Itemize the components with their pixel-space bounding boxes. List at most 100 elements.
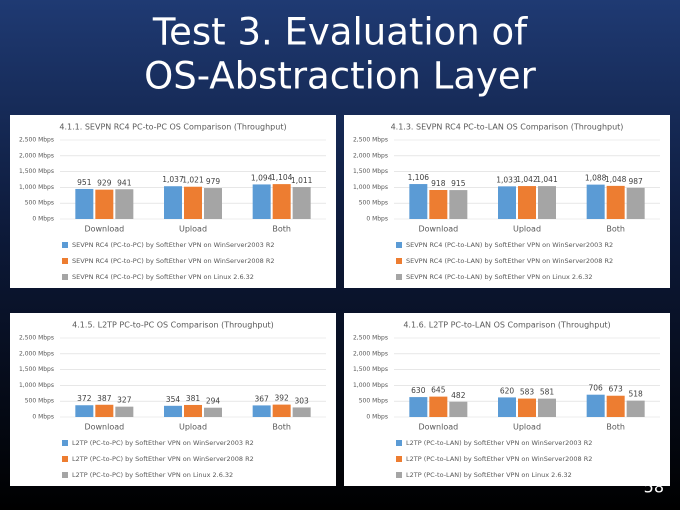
data-label: 303 — [295, 396, 310, 405]
data-label: 372 — [77, 394, 92, 403]
legend-label: SEVPN RC4 (PC-to-LAN) by SoftEther VPN o… — [406, 257, 613, 265]
data-label: 1,106 — [408, 173, 430, 182]
chart-title: 4.1.5. L2TP PC-to-PC OS Comparison (Thro… — [72, 321, 274, 330]
y-tick-label: 2,000 Mbps — [19, 350, 54, 357]
bar — [292, 187, 311, 219]
bar — [95, 404, 114, 417]
x-tick-label: Both — [606, 225, 625, 234]
bar — [409, 397, 428, 417]
bar — [518, 398, 536, 417]
x-tick-label: Upload — [513, 225, 541, 234]
legend-label: SEVPN RC4 (PC-to-PC) by SoftEther VPN on… — [72, 257, 274, 265]
y-tick-label: 1,500 Mbps — [19, 168, 54, 175]
data-label: 581 — [540, 388, 555, 397]
chart-title: 4.1.1. SEVPN RC4 PC-to-PC OS Comparison … — [59, 123, 286, 132]
chart-panel: 4.1.6. L2TP PC-to-LAN OS Comparison (Thr… — [344, 313, 670, 486]
legend-swatch — [396, 274, 402, 280]
x-tick-label: Download — [84, 225, 124, 234]
y-tick-label: 2,500 Mbps — [353, 137, 388, 144]
data-label: 1,104 — [271, 173, 293, 182]
chart-panel: 4.1.1. SEVPN RC4 PC-to-PC OS Comparison … — [10, 115, 336, 288]
chart-panel: 4.1.3. SEVPN RC4 PC-to-LAN OS Comparison… — [344, 115, 670, 288]
data-label: 645 — [431, 386, 446, 395]
bar — [164, 186, 182, 219]
data-label: 1,048 — [605, 175, 627, 184]
y-tick-label: 0 Mbps — [32, 414, 54, 421]
data-label: 482 — [451, 391, 466, 400]
y-tick-label: 2,500 Mbps — [19, 137, 54, 144]
bar — [292, 407, 311, 417]
bar — [272, 404, 291, 417]
bar — [252, 405, 271, 417]
data-label: 1,041 — [536, 175, 558, 184]
data-label: 392 — [275, 394, 290, 403]
x-tick-label: Download — [418, 423, 458, 432]
legend-label: SEVPN RC4 (PC-to-LAN) by SoftEther VPN o… — [406, 241, 613, 249]
bar — [518, 186, 536, 219]
y-tick-label: 1,000 Mbps — [353, 184, 388, 191]
bar — [204, 407, 222, 417]
y-tick-label: 2,000 Mbps — [353, 152, 388, 159]
data-label: 1,011 — [291, 176, 313, 185]
legend-swatch — [396, 440, 402, 446]
legend-swatch — [62, 242, 68, 248]
x-tick-label: Download — [418, 225, 458, 234]
legend-swatch — [62, 472, 68, 478]
data-label: 1,037 — [162, 175, 184, 184]
y-tick-label: 2,500 Mbps — [19, 335, 54, 342]
data-label: 381 — [186, 394, 201, 403]
slide-title: Test 3. Evaluation of — [152, 11, 528, 54]
x-tick-label: Upload — [179, 225, 207, 234]
bar — [586, 394, 605, 417]
bar — [449, 401, 468, 417]
y-tick-label: 500 Mbps — [25, 398, 54, 405]
data-label: 1,033 — [496, 175, 518, 184]
data-label: 918 — [431, 179, 446, 188]
legend-label: SEVPN RC4 (PC-to-PC) by SoftEther VPN on… — [72, 273, 254, 281]
y-tick-label: 1,000 Mbps — [19, 184, 54, 191]
data-label: 620 — [500, 386, 515, 395]
bar — [272, 184, 291, 219]
y-tick-label: 1,500 Mbps — [19, 366, 54, 373]
bar — [586, 184, 605, 219]
bar — [606, 185, 625, 219]
data-label: 1,088 — [585, 174, 607, 183]
x-tick-label: Upload — [513, 423, 541, 432]
legend-label: L2TP (PC-to-LAN) by SoftEther VPN on Win… — [406, 455, 592, 463]
data-label: 979 — [206, 177, 221, 186]
legend-label: SEVPN RC4 (PC-to-LAN) by SoftEther VPN o… — [406, 273, 593, 281]
data-label: 387 — [97, 394, 112, 403]
legend-swatch — [62, 258, 68, 264]
data-label: 354 — [166, 395, 181, 404]
bar — [626, 187, 645, 219]
bar — [115, 406, 134, 417]
data-label: 1,042 — [516, 175, 538, 184]
data-label: 951 — [77, 178, 92, 187]
bar — [538, 398, 556, 417]
y-tick-label: 1,000 Mbps — [19, 382, 54, 389]
bar — [75, 405, 94, 417]
chart-title: 4.1.6. L2TP PC-to-LAN OS Comparison (Thr… — [403, 321, 610, 330]
legend-swatch — [396, 258, 402, 264]
bar — [409, 184, 428, 219]
bar — [429, 189, 448, 219]
bar — [95, 189, 114, 219]
bar — [164, 405, 182, 417]
y-tick-label: 2,500 Mbps — [353, 335, 388, 342]
bar — [252, 184, 271, 219]
data-label: 929 — [97, 179, 112, 188]
y-tick-label: 0 Mbps — [32, 216, 54, 223]
y-tick-label: 500 Mbps — [25, 200, 54, 207]
bar — [498, 397, 516, 417]
chart-title: 4.1.3. SEVPN RC4 PC-to-LAN OS Comparison… — [391, 123, 624, 132]
legend-swatch — [62, 274, 68, 280]
legend-swatch — [396, 472, 402, 478]
y-tick-label: 1,500 Mbps — [353, 366, 388, 373]
data-label: 706 — [589, 384, 604, 393]
data-label: 367 — [255, 394, 270, 403]
y-tick-label: 1,500 Mbps — [353, 168, 388, 175]
data-label: 987 — [629, 177, 644, 186]
y-tick-label: 500 Mbps — [359, 398, 388, 405]
bar — [606, 395, 625, 417]
data-label: 915 — [451, 179, 466, 188]
